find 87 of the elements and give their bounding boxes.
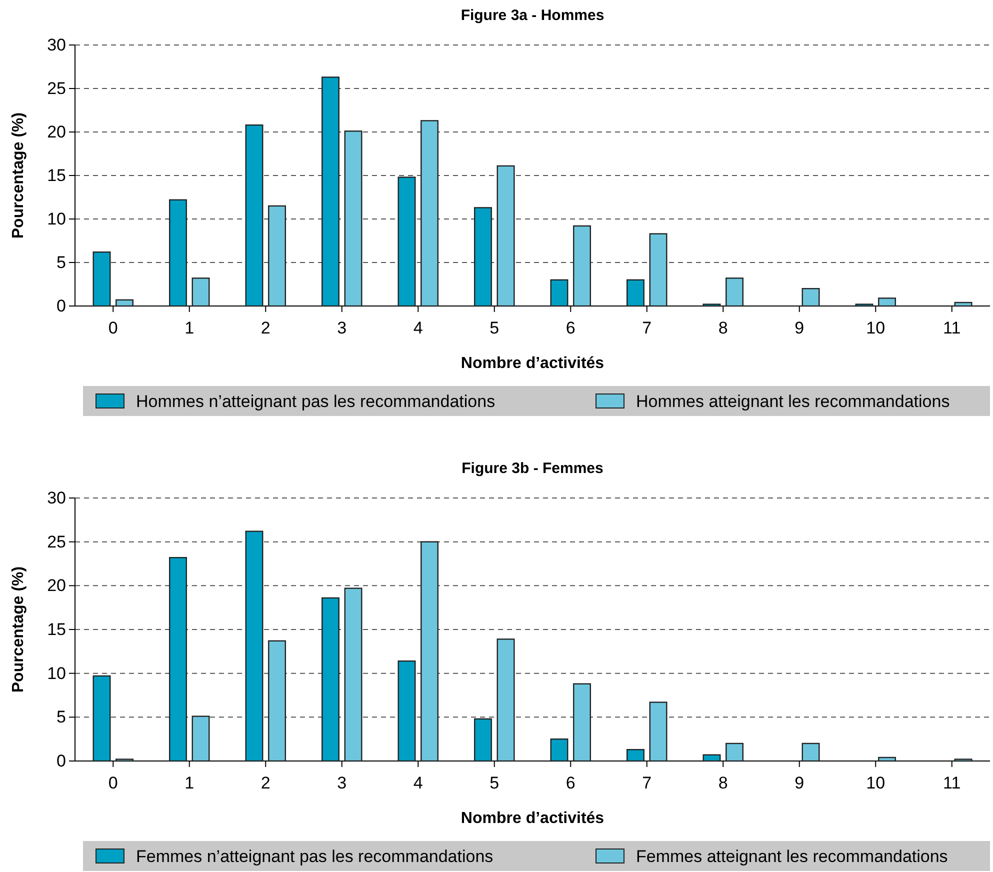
y-tick-label: 15 [47, 620, 66, 639]
bar [245, 530, 264, 762]
y-tick-label: 5 [56, 252, 66, 272]
bar [322, 597, 340, 762]
bar [726, 742, 744, 762]
x-tick-label: 6 [566, 774, 576, 793]
x-tick-label: 11 [943, 774, 961, 793]
x-axis-title: Nombre d’activités [460, 355, 604, 372]
bar [878, 756, 896, 762]
x-tick-label: 1 [184, 318, 194, 338]
y-tick-label: 30 [47, 488, 66, 508]
bar [92, 675, 111, 762]
bar [496, 638, 515, 762]
y-tick-label: 15 [47, 166, 66, 185]
x-tick-label: 10 [866, 318, 886, 338]
y-tick-label: 20 [47, 122, 66, 142]
bar [169, 557, 187, 762]
x-tick-label: 0 [108, 774, 118, 793]
bar [954, 302, 972, 307]
x-tick-label: 2 [260, 774, 270, 793]
x-tick-label: 7 [642, 318, 652, 338]
y-tick-label: 25 [47, 532, 66, 552]
bar [169, 199, 187, 307]
bar [420, 120, 438, 307]
bar [268, 640, 286, 762]
bar [702, 754, 721, 762]
bar [573, 225, 591, 307]
x-tick-label: 4 [413, 318, 423, 338]
bar [192, 716, 210, 762]
x-tick-label: 6 [566, 318, 576, 338]
bar [474, 207, 492, 307]
bar [878, 298, 896, 307]
bar [344, 130, 362, 307]
legend-label: Hommes n’atteignant pas les recommandations [136, 392, 496, 411]
x-tick-label: 4 [413, 774, 423, 793]
legend-label: Hommes atteignant les recommandations [636, 392, 950, 411]
x-tick-label: 8 [718, 774, 728, 793]
bar [649, 702, 668, 762]
bar [474, 718, 492, 762]
x-tick-label: 9 [794, 774, 804, 793]
x-tick-label: 3 [337, 318, 347, 338]
bar [626, 279, 644, 307]
bar [268, 205, 286, 307]
x-tick-label: 9 [794, 318, 804, 338]
bar [92, 251, 111, 307]
chart-title: Figure 3a - Hommes [460, 7, 604, 24]
chart-title: Figure 3b - Femmes [462, 460, 604, 477]
bar [398, 176, 416, 307]
bar [550, 279, 568, 307]
legend-label: Femmes atteignant les recommandations [636, 847, 948, 866]
x-tick-label: 3 [337, 774, 347, 793]
x-tick-label: 1 [184, 774, 194, 793]
bar [802, 288, 820, 307]
y-tick-label: 0 [56, 751, 66, 770]
x-tick-label: 10 [866, 774, 886, 793]
bar [726, 278, 744, 307]
bar [550, 738, 568, 762]
legend-label: Femmes n’atteignant pas les recommandations [136, 847, 494, 866]
y-tick-label: 0 [56, 296, 66, 316]
bar [116, 299, 134, 307]
y-tick-label: 20 [47, 576, 66, 596]
bar [802, 742, 820, 762]
bar [398, 660, 416, 762]
x-tick-label: 5 [490, 318, 500, 338]
y-tick-label: 10 [47, 664, 66, 683]
bar [649, 233, 668, 307]
x-tick-label: 11 [943, 318, 961, 338]
x-tick-label: 2 [260, 318, 270, 338]
bar [420, 541, 438, 762]
bar [496, 165, 515, 307]
x-tick-label: 7 [642, 774, 652, 793]
y-tick-label: 10 [47, 209, 66, 228]
bar [322, 76, 340, 307]
y-axis-title: Pourcentage (%) [10, 566, 27, 693]
bar [626, 749, 644, 762]
y-tick-label: 30 [47, 35, 66, 54]
y-tick-label: 25 [47, 78, 66, 98]
x-tick-label: 0 [108, 318, 118, 338]
bar [245, 124, 264, 307]
y-tick-label: 5 [56, 708, 66, 727]
bar [573, 683, 591, 762]
bar [192, 278, 210, 307]
y-axis-title: Pourcentage (%) [10, 112, 27, 239]
x-tick-label: 5 [490, 774, 500, 793]
x-tick-label: 8 [718, 318, 728, 338]
x-axis-title: Nombre d’activités [460, 810, 604, 827]
bar [344, 588, 362, 762]
